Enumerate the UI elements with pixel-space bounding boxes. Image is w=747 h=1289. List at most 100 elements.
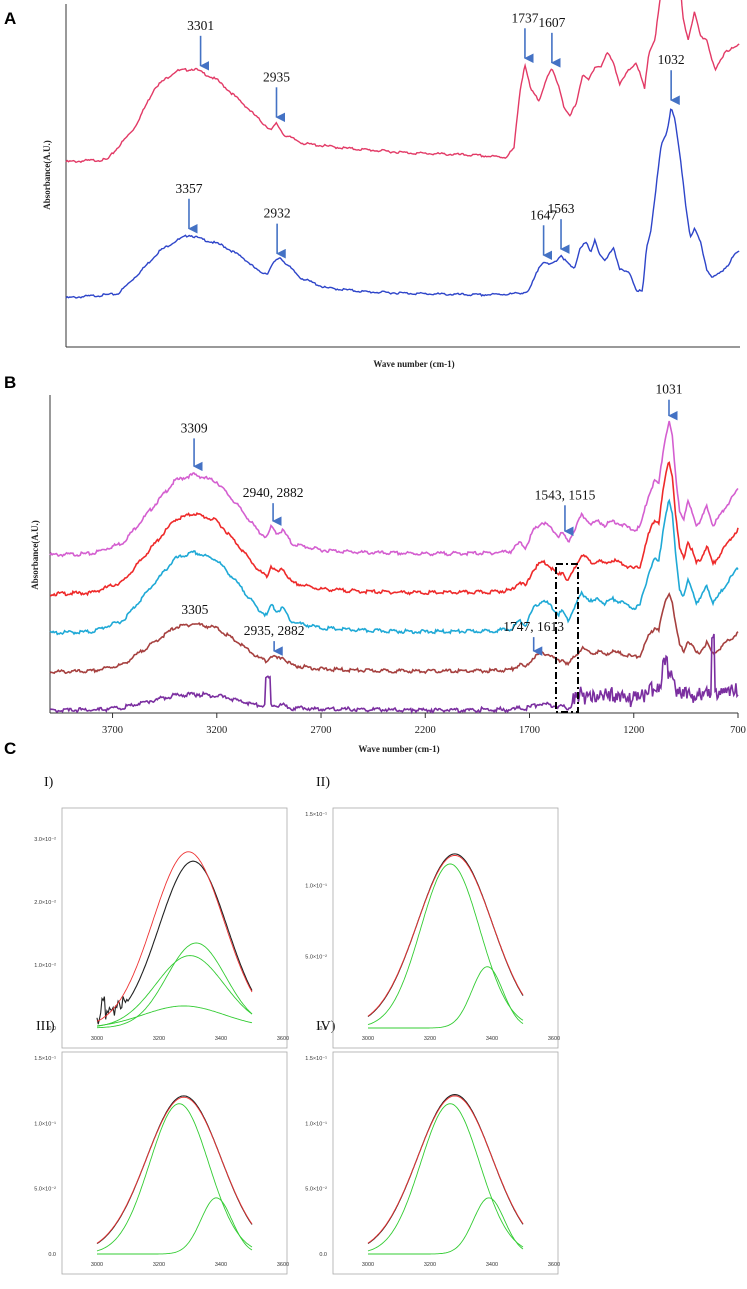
panel-a-series xyxy=(65,0,740,299)
panel-c-curve-comp1 xyxy=(96,1103,253,1252)
panel-a-ylabel: Absorbance(A.U.) xyxy=(42,140,52,210)
panel-c-xtick-label: 3400 xyxy=(215,1262,227,1268)
panel-b-series xyxy=(49,420,739,715)
panel-a-line-bottom xyxy=(65,108,740,299)
panel-c-subplot-4: 3000 3200 3400 3600 0.0 5.0×10⁻² 1.0×10⁻¹ 1.5×1… xyxy=(305,1056,560,1268)
panel-a-peak-label: 3357 xyxy=(175,181,202,196)
panel-b-line-s5 xyxy=(49,633,739,715)
panel-c-xtick-label: 3000 xyxy=(91,1036,103,1042)
panel-c-subplot-2: 3000 3200 3400 3600 0.0 5.0×10⁻² 1.0×10⁻¹ 1.5×1… xyxy=(305,812,560,1042)
panel-c-title-4: IV) xyxy=(316,1019,336,1034)
panel-c-ytick-label: 1.5×10⁻¹ xyxy=(34,1056,56,1062)
panel-a-peak-label: 2935 xyxy=(263,69,290,84)
panel-a-axes xyxy=(65,4,740,348)
panel-c-curve-data xyxy=(96,1095,253,1245)
panel-c-xtick-label: 3000 xyxy=(91,1262,103,1268)
panel-b-peak-label: 1747, 1613 xyxy=(503,619,564,634)
panel-c-ytick-label: 1.0×10⁻² xyxy=(34,963,56,969)
panel-b-peak-label: 1031 xyxy=(655,382,682,397)
panel-b-highlight-box xyxy=(555,563,579,713)
panel-label-c: C xyxy=(4,739,16,758)
panel-b-axes xyxy=(49,395,738,714)
panel-c-frame-4 xyxy=(332,1051,559,1275)
panel-c-xtick-label: 3600 xyxy=(548,1036,560,1042)
panel-b-tick-label: 700 xyxy=(730,725,746,736)
panel-a-peak-label: 1032 xyxy=(658,52,685,67)
panel-c-ytick-label: 1.0×10⁻¹ xyxy=(305,883,327,889)
panel-c-curve-fit xyxy=(367,854,524,1017)
panel-label-b: B xyxy=(4,373,16,392)
panel-b-line-s3 xyxy=(49,498,739,636)
panel-a-xlabel: Wave number (cm-1) xyxy=(373,359,454,369)
panel-c-frame-3 xyxy=(61,1051,288,1275)
panel-b-tick-label: 2200 xyxy=(415,725,436,736)
panel-b-line-s2 xyxy=(49,461,739,597)
panel-c-ytick-label: 5.0×10⁻² xyxy=(305,955,327,961)
panel-c-frame-2 xyxy=(332,807,559,1049)
panel-c-xtick-label: 3200 xyxy=(153,1262,165,1268)
panel-b-tick-label: 1700 xyxy=(519,725,540,736)
panel-c-ytick-label: 0.0 xyxy=(48,1026,56,1032)
panel-b-tick-label: 3700 xyxy=(102,725,123,736)
panel-c-curve-fit xyxy=(367,1095,524,1244)
panel-c-ytick-label: 1.5×10⁻¹ xyxy=(305,812,327,818)
panel-c-ytick-label: 0.0 xyxy=(319,1252,327,1258)
panel-label-a: A xyxy=(4,9,16,28)
panel-a-peak-label: 1607 xyxy=(538,15,565,30)
panel-c-curve-comp2 xyxy=(96,955,253,1027)
panel-c-curve-comp3 xyxy=(96,1005,253,1027)
panel-c-xtick-label: 3200 xyxy=(424,1262,436,1268)
panel-c-curve-fit xyxy=(96,1096,253,1244)
panel-c-curve-comp1 xyxy=(97,942,253,1029)
panel-c-xtick-label: 3400 xyxy=(215,1036,227,1042)
panel-b-line-s1 xyxy=(49,420,739,558)
panel-c-title-1: I) xyxy=(44,775,54,790)
panel-b-ylabel: Absorbance(A.U.) xyxy=(30,520,40,590)
panel-c-title-3: III) xyxy=(36,1019,55,1034)
panel-c-xtick-label: 3000 xyxy=(362,1036,374,1042)
panel-c-frame-1 xyxy=(61,807,288,1049)
panel-b-peak-label: 3309 xyxy=(181,420,208,435)
panel-c-ytick-label: 1.5×10⁻¹ xyxy=(305,1056,327,1062)
panel-b-annotations: 3309 2940, 2882 1543, 1515 1031 3305 2935, 28… xyxy=(181,382,682,656)
panel-c-curve-comp2 xyxy=(368,966,524,1029)
panel-a-line-top xyxy=(65,0,740,164)
panel-c-xtick-label: 3600 xyxy=(277,1262,289,1268)
panel-c-plots: 3000 3200 3400 3600 0.0 1.0×10⁻² 2.0×10⁻² 3.0×1… xyxy=(34,812,560,1268)
panel-b-peak-label: 2940, 2882 xyxy=(243,485,304,500)
panel-a-peak-label: 2932 xyxy=(264,206,291,221)
panel-a-annotations: 3301293517371607100933572932164715631032 xyxy=(175,10,685,261)
panel-a-peak-label: 1563 xyxy=(548,201,575,216)
panel-c-curve-data xyxy=(96,860,253,1025)
panel-a-peak-label: 1647 xyxy=(530,207,557,222)
panel-b-peak-label: 1543, 1515 xyxy=(535,487,596,502)
panel-c-ytick-label: 1.0×10⁻¹ xyxy=(34,1121,56,1127)
panel-c-xtick-label: 3200 xyxy=(153,1036,165,1042)
panel-b-xticks: 3700 3200 2700 2200 1700 1200 700 xyxy=(102,713,746,736)
panel-c-xtick-label: 3200 xyxy=(424,1036,436,1042)
panel-c-ytick-label: 0.0 xyxy=(319,1026,327,1032)
panel-c-curve-comp2 xyxy=(97,1197,253,1255)
panel-b-tick-label: 1200 xyxy=(623,725,644,736)
panel-c-xtick-label: 3600 xyxy=(548,1262,560,1268)
panel-c-curve-comp1 xyxy=(367,863,524,1026)
panel-c-ytick-label: 3.0×10⁻² xyxy=(34,837,56,843)
panel-c-title-2: II) xyxy=(316,775,330,790)
panel-c-curve-comp1 xyxy=(367,1103,524,1252)
panel-c-subplot-1: 3000 3200 3400 3600 0.0 1.0×10⁻² 2.0×10⁻² 3.0×1… xyxy=(34,837,289,1042)
panel-c-xtick-label: 3600 xyxy=(277,1036,289,1042)
panel-c-curve-data xyxy=(367,1094,524,1244)
panel-b-peak-label: 3305 xyxy=(181,602,208,617)
panel-c-ytick-label: 1.0×10⁻¹ xyxy=(305,1121,327,1127)
panel-c-ytick-label: 5.0×10⁻² xyxy=(34,1187,56,1193)
panel-a-peak-label: 3301 xyxy=(187,18,214,33)
panel-c-curve-comp2 xyxy=(368,1197,524,1255)
panel-b-xlabel: Wave number (cm-1) xyxy=(358,744,439,754)
panel-c-ytick-label: 0.0 xyxy=(48,1252,56,1258)
panel-c-curve-data xyxy=(367,853,524,1018)
panel-c-curve-fit xyxy=(96,851,253,1022)
panel-c-ytick-label: 5.0×10⁻² xyxy=(305,1187,327,1193)
panel-c-xtick-label: 3400 xyxy=(486,1036,498,1042)
panel-c-xtick-label: 3400 xyxy=(486,1262,498,1268)
